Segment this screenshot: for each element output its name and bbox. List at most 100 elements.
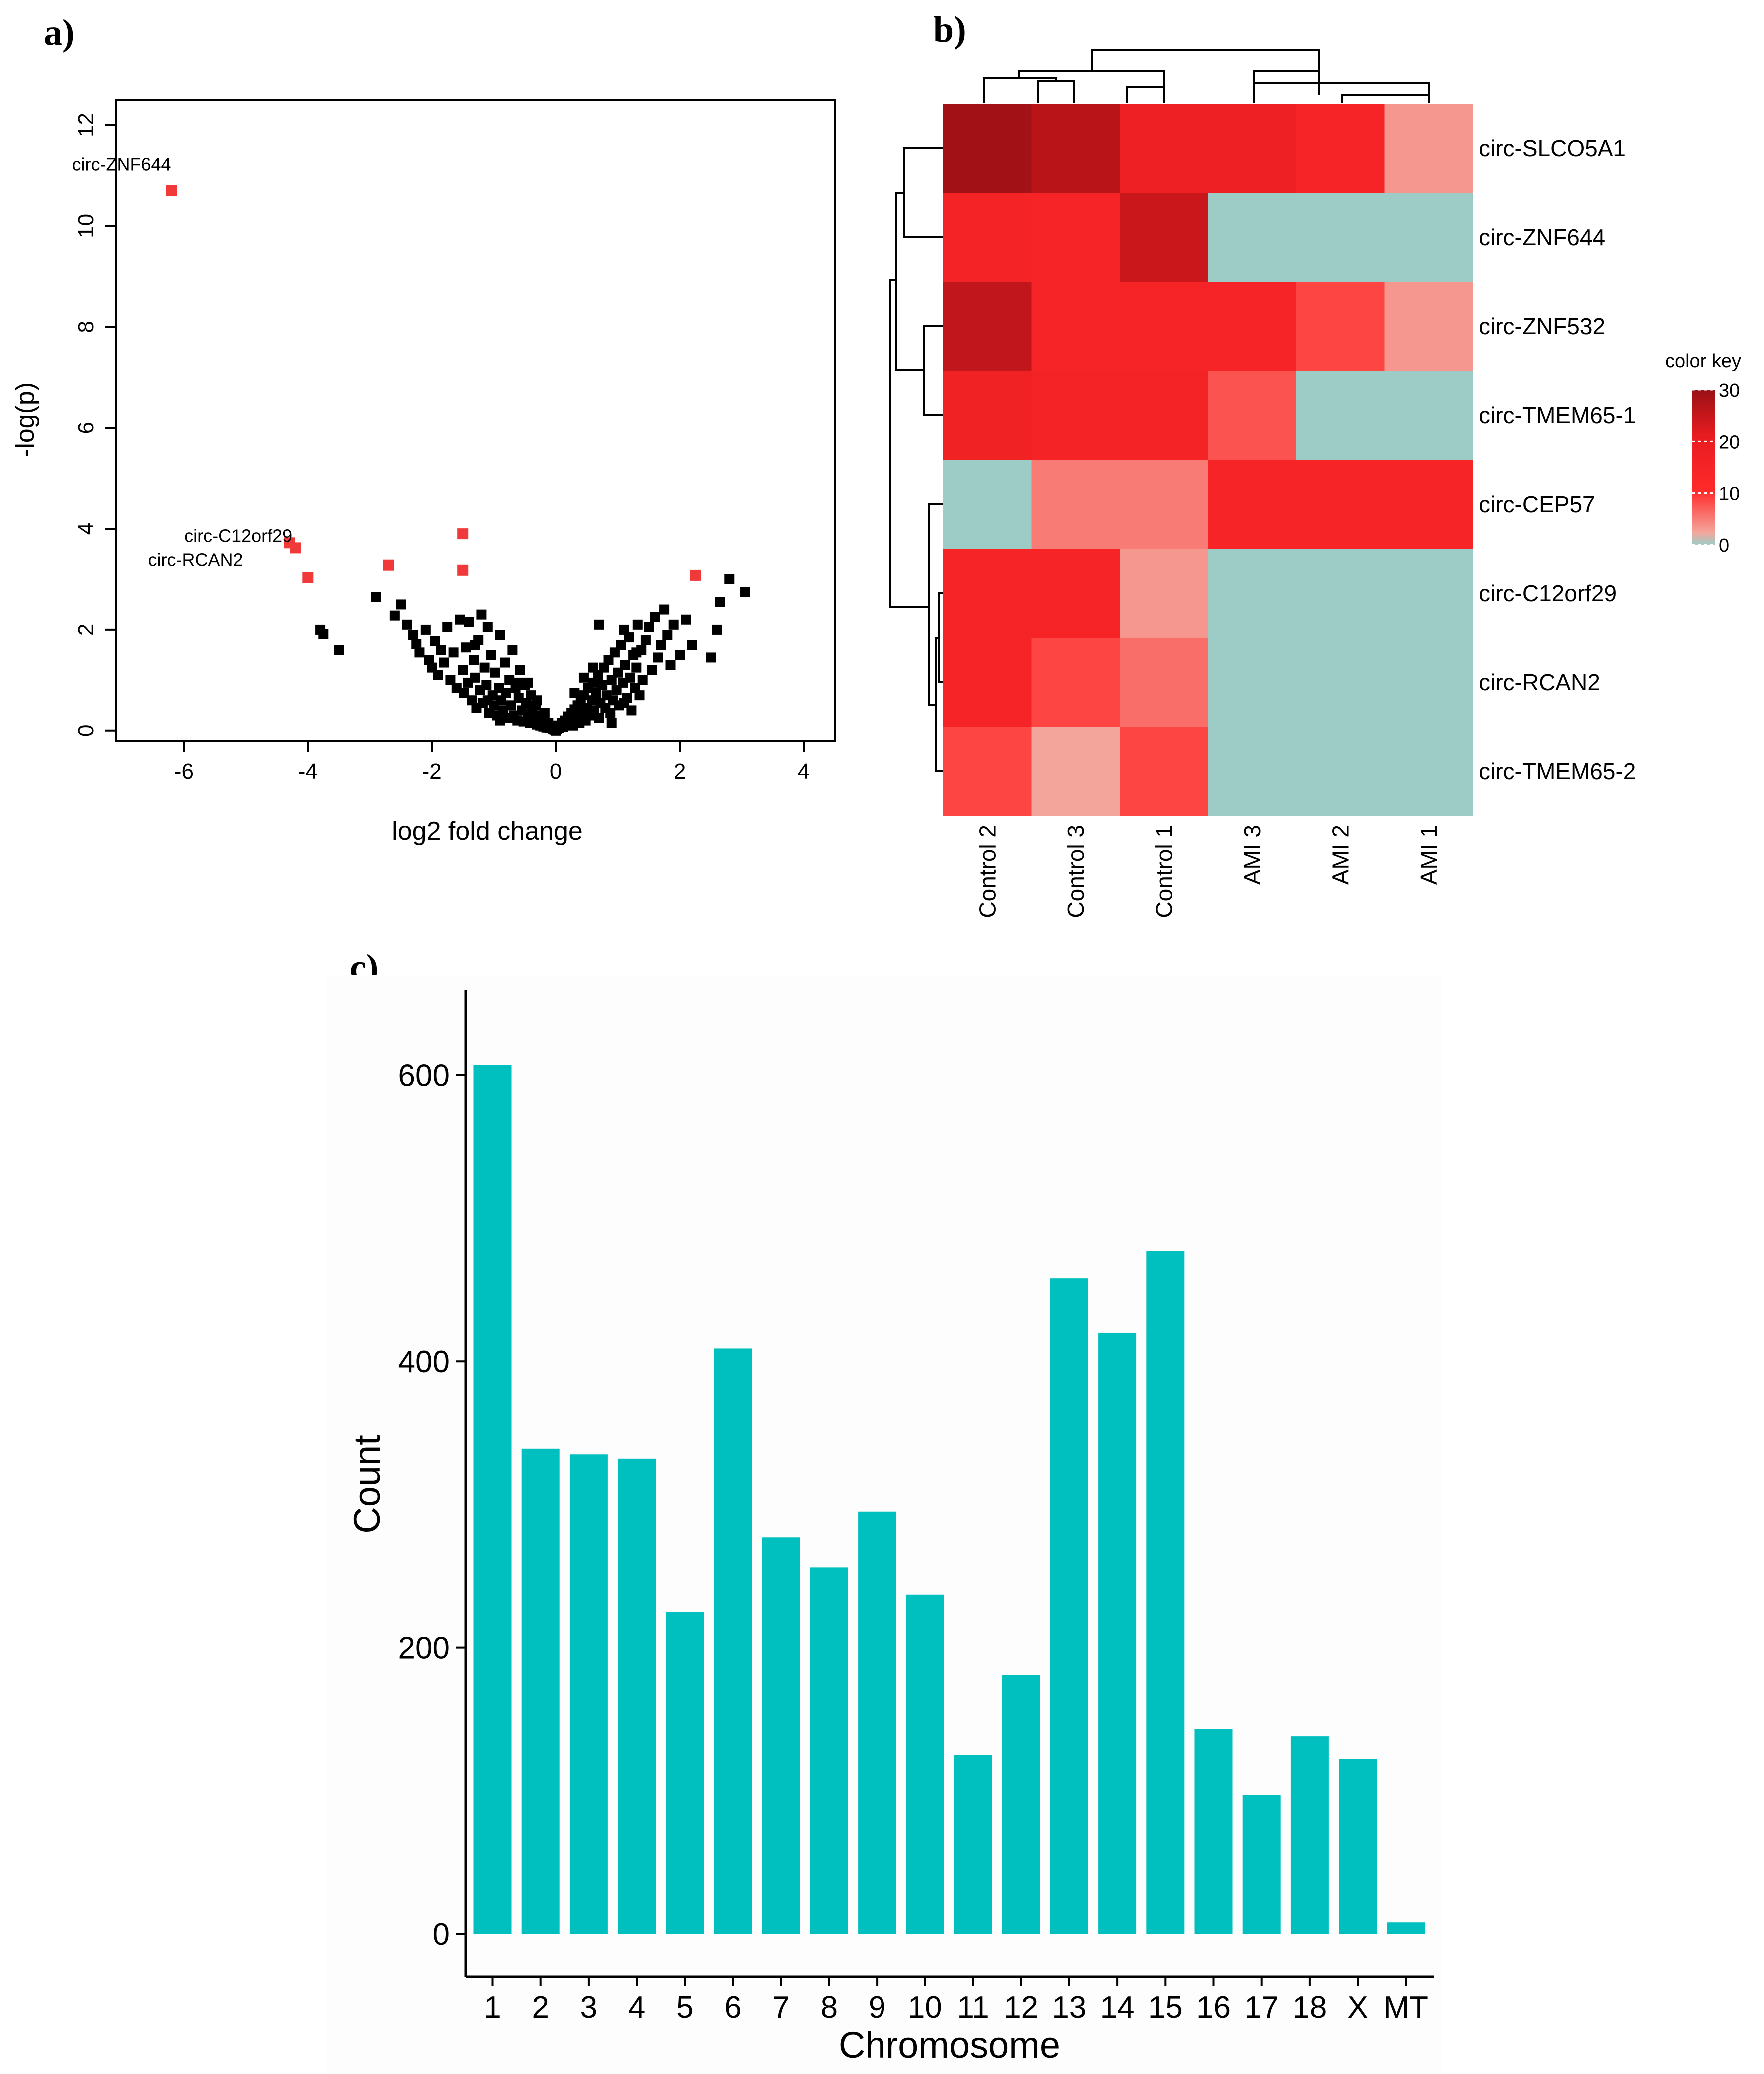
heatmap-cell bbox=[943, 104, 1032, 193]
volcano-point bbox=[588, 662, 598, 673]
volcano-point bbox=[656, 640, 666, 650]
volcano-point bbox=[631, 647, 642, 658]
heatmap: circ-SLCO5A1 circ-ZNF644 circ-ZNF532 circ-T… bbox=[889, 49, 1741, 918]
bar-chart-x-tick-label: 17 bbox=[1244, 1990, 1279, 2025]
heatmap-cell bbox=[1031, 727, 1120, 816]
heatmap-column-label: Control 3 bbox=[1063, 825, 1089, 918]
volcano-point bbox=[470, 672, 480, 683]
volcano-point bbox=[606, 718, 617, 728]
volcano-point bbox=[613, 667, 623, 678]
heatmap-cell bbox=[1208, 727, 1297, 816]
heatmap-cell bbox=[1031, 460, 1120, 549]
volcano-y-tick-label: 2 bbox=[74, 624, 98, 636]
bar-chart-x-tick-label: 4 bbox=[628, 1990, 645, 2025]
bar bbox=[714, 1348, 752, 1934]
volcano-point bbox=[650, 612, 660, 622]
volcano-y-tick-label: 8 bbox=[74, 321, 98, 333]
row-dendrogram-branch bbox=[895, 192, 924, 371]
heatmap-column-labels: Control 2 Control 3 Control 1 AMI 3 AMI 2 AMI… bbox=[974, 825, 1442, 918]
volcano-point bbox=[653, 652, 663, 663]
bar-chart-x-tick-label: 18 bbox=[1292, 1990, 1327, 2025]
bar-chart-x-tick-label: 3 bbox=[580, 1990, 597, 2025]
volcano-point bbox=[687, 640, 697, 650]
volcano-point bbox=[637, 675, 648, 685]
volcano-y-tick-label: 0 bbox=[74, 725, 98, 737]
bar-chart-x-tick-label: 7 bbox=[772, 1990, 789, 2025]
bar-chart-y-tick-label: 200 bbox=[398, 1631, 450, 1666]
volcano-point bbox=[605, 708, 616, 718]
volcano-point bbox=[507, 645, 518, 655]
volcano-x-tick-label: 0 bbox=[550, 759, 562, 784]
volcano-plot-frame bbox=[115, 99, 836, 742]
volcano-point bbox=[476, 609, 487, 620]
bar bbox=[666, 1612, 704, 1934]
bar-chart-x-tick-label: 14 bbox=[1100, 1990, 1135, 2025]
volcano-point bbox=[715, 597, 725, 607]
heatmap-cell bbox=[1120, 104, 1209, 193]
volcano-point bbox=[624, 632, 634, 643]
volcano-point bbox=[712, 624, 722, 635]
volcano-point bbox=[625, 672, 635, 683]
heatmap-cell bbox=[1031, 104, 1120, 193]
volcano-point bbox=[420, 624, 431, 635]
bar-chart-y-axis-title: Count bbox=[346, 1435, 388, 1534]
bar-chart-x-tick-label: 6 bbox=[724, 1990, 741, 2025]
volcano-point bbox=[479, 662, 490, 673]
bar bbox=[1290, 1736, 1329, 1934]
volcano-point bbox=[433, 670, 443, 680]
volcano-point bbox=[647, 665, 657, 675]
volcano-point bbox=[606, 675, 617, 685]
volcano-point bbox=[469, 655, 479, 665]
volcano-point bbox=[411, 639, 422, 649]
heatmap-cell bbox=[1384, 727, 1473, 816]
heatmap-cell bbox=[1296, 460, 1385, 549]
color-key-tick-label: 30 bbox=[1719, 380, 1740, 401]
color-key-ticks: 0 10 20 30 bbox=[1692, 380, 1740, 556]
bar-chart-x-ticks: 1 2 3 4 5 6 7 8 9 10 11 12 13 14 15 16 17 18 X MT bbox=[484, 1977, 1428, 2025]
bar bbox=[569, 1454, 608, 1934]
volcano-point-label: circ-RCAN2 bbox=[148, 549, 243, 570]
bar-chart-y-tick-label: 400 bbox=[398, 1345, 450, 1379]
volcano-point bbox=[616, 640, 626, 650]
volcano-background-points bbox=[315, 574, 750, 736]
heatmap-cell bbox=[943, 371, 1032, 460]
volcano-point bbox=[706, 652, 716, 663]
volcano-highlighted-point bbox=[166, 185, 177, 196]
volcano-point bbox=[513, 677, 524, 688]
volcano-point bbox=[504, 675, 515, 685]
volcano-point bbox=[459, 688, 469, 698]
bar-chart-x-tick-label: 2 bbox=[532, 1990, 549, 2025]
volcano-point bbox=[644, 622, 654, 632]
volcano-point bbox=[506, 700, 516, 711]
volcano-point bbox=[569, 688, 580, 698]
heatmap-cell bbox=[1384, 104, 1473, 193]
volcano-point bbox=[681, 614, 691, 625]
heatmap-cell bbox=[1208, 371, 1297, 460]
heatmap-cell bbox=[943, 460, 1032, 549]
volcano-x-tick-label: 4 bbox=[798, 759, 810, 784]
volcano-point bbox=[334, 645, 344, 655]
heatmap-cell bbox=[1208, 549, 1297, 638]
volcano-x-axis: -6 -4 -2 0 2 4 bbox=[174, 741, 810, 784]
volcano-point bbox=[396, 599, 406, 610]
heatmap-row-label: circ-TMEM65-1 bbox=[1479, 402, 1636, 428]
volcano-point bbox=[408, 630, 419, 640]
heatmap-cell bbox=[943, 727, 1032, 816]
volcano-point bbox=[515, 665, 525, 675]
volcano-point bbox=[630, 683, 640, 693]
volcano-point bbox=[632, 619, 643, 630]
volcano-point bbox=[445, 675, 456, 685]
bar-chart-x-tick-label: 13 bbox=[1052, 1990, 1086, 2025]
volcano-point bbox=[495, 630, 505, 640]
volcano-point bbox=[495, 715, 505, 726]
volcano-point bbox=[318, 628, 329, 639]
volcano-point bbox=[490, 667, 500, 678]
color-key-tick-label: 0 bbox=[1719, 535, 1729, 556]
bar bbox=[954, 1755, 992, 1934]
volcano-point bbox=[611, 685, 622, 696]
column-dendrogram-branch bbox=[1253, 70, 1320, 95]
volcano-point bbox=[501, 688, 511, 698]
heatmap-cell bbox=[1384, 549, 1473, 638]
volcano-point bbox=[626, 705, 637, 716]
volcano-point-label: circ-C12orf29 bbox=[184, 525, 292, 546]
